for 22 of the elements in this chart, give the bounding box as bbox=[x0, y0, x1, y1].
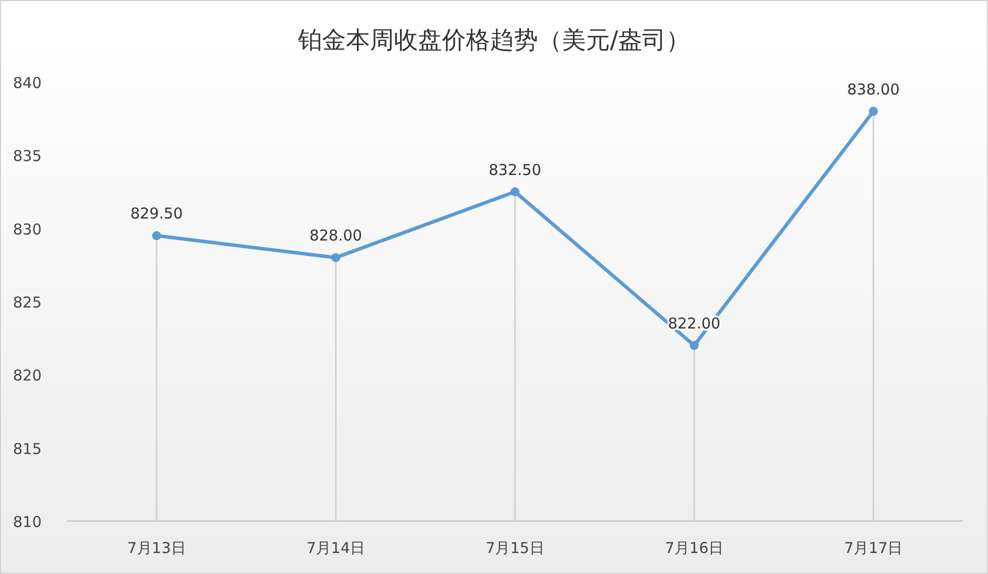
x-tick-label: 7月14日 bbox=[306, 539, 366, 557]
chart-title: 铂金本周收盘价格趋势（美元/盎司） bbox=[296, 26, 690, 54]
data-label: 832.50 bbox=[488, 160, 542, 179]
point bbox=[331, 253, 340, 262]
y-tick-label: 840 bbox=[13, 74, 42, 92]
data-label: 838.00 bbox=[847, 80, 900, 98]
point bbox=[690, 340, 699, 350]
data-label: 828.00 bbox=[310, 226, 362, 245]
y-tick-label: 815 bbox=[13, 440, 42, 458]
data-label: 829.50 bbox=[130, 204, 183, 223]
x-tick-label: 7月15日 bbox=[486, 539, 544, 557]
y-tick-label: 810 bbox=[13, 513, 42, 531]
x-tick-label: 7月13日 bbox=[127, 539, 186, 557]
y-tick-label: 835 bbox=[13, 147, 42, 166]
x-tick-label: 7月16日 bbox=[664, 539, 724, 557]
point bbox=[868, 106, 878, 116]
point bbox=[510, 187, 520, 196]
y-tick-label: 830 bbox=[13, 220, 42, 238]
y-tick-label: 825 bbox=[13, 294, 42, 312]
y-tick-label: 820 bbox=[13, 366, 42, 385]
point bbox=[152, 231, 162, 240]
x-tick-label: 7月17日 bbox=[844, 539, 903, 557]
